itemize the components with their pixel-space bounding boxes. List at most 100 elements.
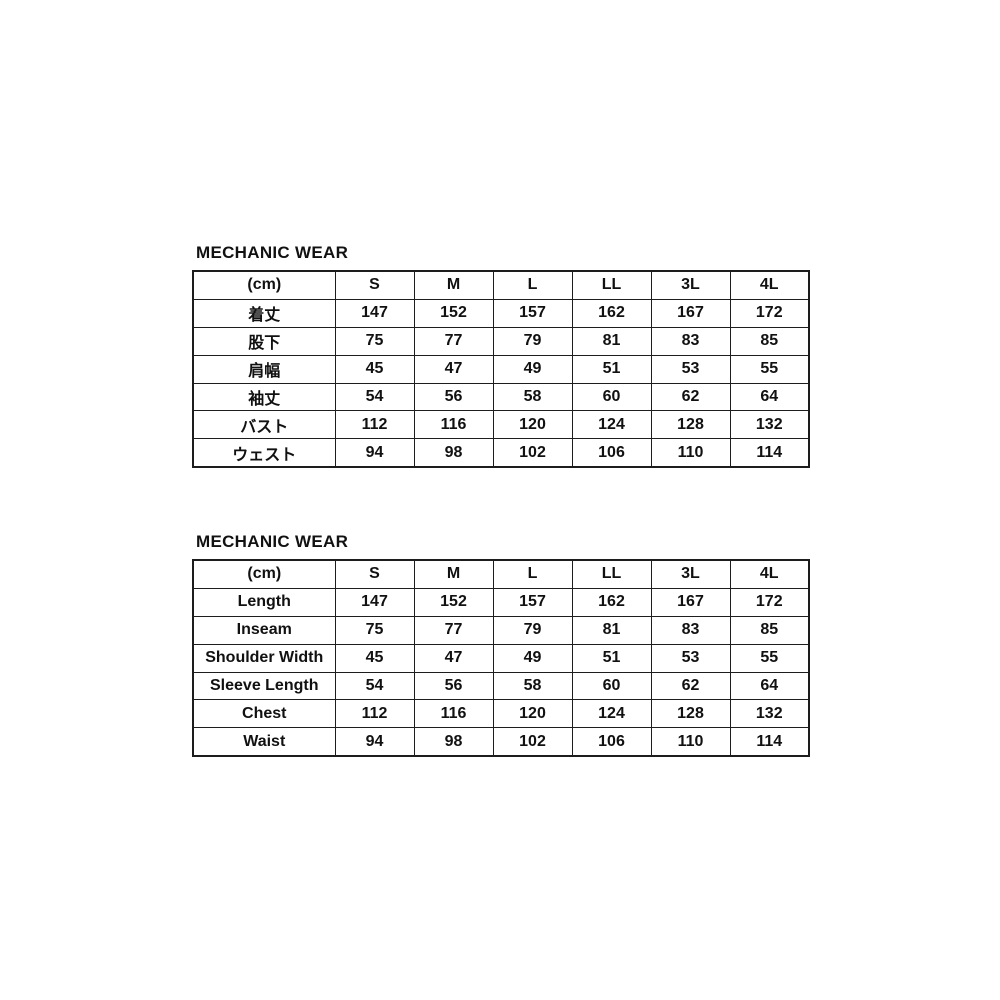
size-table-section-japanese: MECHANIC WEAR (cm) S M L LL 3L 4L 着丈 147 152 157 1… — [192, 243, 810, 469]
measurement-value-cell: 120 — [492, 699, 573, 729]
measurement-label-cell: Chest — [192, 699, 336, 729]
table-row: ウェスト 94 98 102 106 110 114 — [192, 438, 810, 468]
measurement-value-cell: 162 — [571, 587, 652, 617]
measurement-value-cell: 128 — [650, 699, 731, 729]
measurement-value-cell: 98 — [413, 727, 494, 757]
measurement-label-cell: Length — [192, 587, 336, 617]
unit-header-cell: (cm) — [192, 270, 336, 300]
measurement-value-cell: 58 — [492, 671, 573, 701]
measurement-value-cell: 152 — [413, 298, 494, 328]
measurement-value-cell: 60 — [571, 671, 652, 701]
measurement-value-cell: 85 — [729, 326, 810, 356]
size-column-header: 3L — [650, 270, 731, 300]
measurement-value-cell: 55 — [729, 354, 810, 384]
measurement-value-cell: 157 — [492, 298, 573, 328]
table-body: 着丈 147 152 157 162 167 172 股下 75 77 79 81 83 85 肩幅 45 47… — [192, 298, 810, 468]
table-row: Length 147 152 157 162 167 172 — [192, 587, 810, 617]
measurement-value-cell: 172 — [729, 298, 810, 328]
measurement-value-cell: 106 — [571, 438, 652, 468]
measurement-value-cell: 51 — [571, 354, 652, 384]
measurement-value-cell: 47 — [413, 354, 494, 384]
size-column-header: S — [334, 559, 415, 589]
measurement-label-cell: 肩幅 — [192, 354, 336, 384]
measurement-label-cell: ウェスト — [192, 438, 336, 468]
measurement-value-cell: 77 — [413, 326, 494, 356]
measurement-value-cell: 116 — [413, 699, 494, 729]
table-row: Waist 94 98 102 106 110 114 — [192, 727, 810, 757]
measurement-value-cell: 54 — [334, 671, 415, 701]
table-row: バスト 112 116 120 124 128 132 — [192, 410, 810, 440]
measurement-label-cell: バスト — [192, 410, 336, 440]
measurement-value-cell: 79 — [492, 615, 573, 645]
measurement-value-cell: 132 — [729, 699, 810, 729]
measurement-value-cell: 53 — [650, 643, 731, 673]
measurement-label-cell: Inseam — [192, 615, 336, 645]
measurement-label-cell: Shoulder Width — [192, 643, 336, 673]
table-row: 着丈 147 152 157 162 167 172 — [192, 298, 810, 328]
measurement-value-cell: 110 — [650, 438, 731, 468]
measurement-label-cell: 着丈 — [192, 298, 336, 328]
table-row: Chest 112 116 120 124 128 132 — [192, 699, 810, 729]
measurement-value-cell: 64 — [729, 382, 810, 412]
measurement-value-cell: 128 — [650, 410, 731, 440]
measurement-value-cell: 56 — [413, 671, 494, 701]
size-column-header: L — [492, 559, 573, 589]
measurement-value-cell: 132 — [729, 410, 810, 440]
measurement-value-cell: 75 — [334, 615, 415, 645]
measurement-value-cell: 64 — [729, 671, 810, 701]
measurement-value-cell: 114 — [729, 727, 810, 757]
measurement-label-cell: Sleeve Length — [192, 671, 336, 701]
table-row: 袖丈 54 56 58 60 62 64 — [192, 382, 810, 412]
measurement-value-cell: 79 — [492, 326, 573, 356]
measurement-value-cell: 77 — [413, 615, 494, 645]
measurement-value-cell: 120 — [492, 410, 573, 440]
table-title: MECHANIC WEAR — [196, 243, 349, 262]
measurement-value-cell: 102 — [492, 727, 573, 757]
measurement-value-cell: 81 — [571, 615, 652, 645]
measurement-value-cell: 106 — [571, 727, 652, 757]
measurement-label-cell: 袖丈 — [192, 382, 336, 412]
size-column-header: M — [413, 270, 494, 300]
table-row: 肩幅 45 47 49 51 53 55 — [192, 354, 810, 384]
measurement-value-cell: 98 — [413, 438, 494, 468]
measurement-value-cell: 83 — [650, 615, 731, 645]
measurement-label-cell: 股下 — [192, 326, 336, 356]
header-row: (cm) S M L LL 3L 4L — [192, 559, 810, 589]
measurement-value-cell: 116 — [413, 410, 494, 440]
size-table-section-english: MECHANIC WEAR (cm) S M L LL 3L 4L Length 147 152… — [192, 532, 810, 758]
size-table-japanese: (cm) S M L LL 3L 4L 着丈 147 152 157 162 167 172 股下 75 77… — [192, 270, 810, 469]
measurement-value-cell: 167 — [650, 298, 731, 328]
table-row: Shoulder Width 45 47 49 51 53 55 — [192, 643, 810, 673]
measurement-value-cell: 167 — [650, 587, 731, 617]
table-title: MECHANIC WEAR — [196, 532, 349, 551]
measurement-value-cell: 56 — [413, 382, 494, 412]
unit-header-cell: (cm) — [192, 559, 336, 589]
size-column-header: 4L — [729, 559, 810, 589]
measurement-value-cell: 55 — [729, 643, 810, 673]
measurement-value-cell: 49 — [492, 354, 573, 384]
measurement-value-cell: 85 — [729, 615, 810, 645]
measurement-value-cell: 58 — [492, 382, 573, 412]
measurement-value-cell: 47 — [413, 643, 494, 673]
size-column-header: LL — [571, 559, 652, 589]
measurement-value-cell: 60 — [571, 382, 652, 412]
table-row: 股下 75 77 79 81 83 85 — [192, 326, 810, 356]
measurement-value-cell: 147 — [334, 298, 415, 328]
measurement-value-cell: 51 — [571, 643, 652, 673]
measurement-value-cell: 62 — [650, 382, 731, 412]
measurement-label-cell: Waist — [192, 727, 336, 757]
table-body: Length 147 152 157 162 167 172 Inseam 75 77 79 81 83… — [192, 587, 810, 757]
measurement-value-cell: 102 — [492, 438, 573, 468]
measurement-value-cell: 114 — [729, 438, 810, 468]
measurement-value-cell: 94 — [334, 727, 415, 757]
size-column-header: M — [413, 559, 494, 589]
size-column-header: 3L — [650, 559, 731, 589]
measurement-value-cell: 94 — [334, 438, 415, 468]
measurement-value-cell: 152 — [413, 587, 494, 617]
measurement-value-cell: 110 — [650, 727, 731, 757]
measurement-value-cell: 53 — [650, 354, 731, 384]
measurement-value-cell: 162 — [571, 298, 652, 328]
measurement-value-cell: 75 — [334, 326, 415, 356]
measurement-value-cell: 112 — [334, 699, 415, 729]
